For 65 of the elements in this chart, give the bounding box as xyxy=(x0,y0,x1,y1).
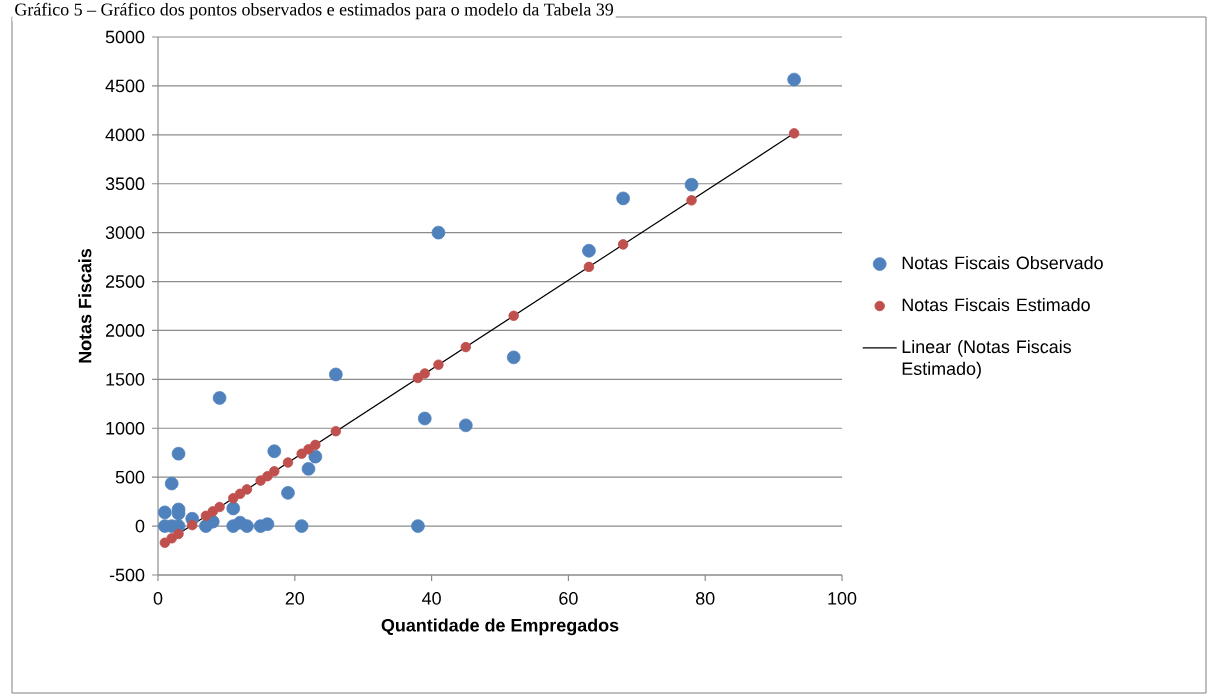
x-tick-label: 100 xyxy=(828,592,857,605)
point xyxy=(158,505,172,520)
point xyxy=(212,391,227,405)
y-tick-label: 3000 xyxy=(105,226,145,239)
point xyxy=(787,72,801,87)
y-tick-label: 2000 xyxy=(105,324,145,337)
point xyxy=(684,177,699,192)
x-tick-label: 60 xyxy=(559,592,578,605)
y-tick-label: 2500 xyxy=(105,275,145,288)
x-tick-label: 80 xyxy=(696,592,715,605)
point xyxy=(686,195,697,206)
point xyxy=(171,446,186,461)
point xyxy=(241,484,253,495)
y-tick-label: 1500 xyxy=(106,373,145,386)
point xyxy=(301,462,316,476)
y-tick-label: 1000 xyxy=(106,421,145,435)
legend-label: Linear (Notas Fiscais Estimado) xyxy=(902,339,1071,379)
y-tick-label: -500 xyxy=(109,568,145,582)
point xyxy=(459,418,473,433)
point xyxy=(506,350,521,365)
y-tick-label: 3500 xyxy=(105,177,145,191)
point xyxy=(187,519,198,531)
point xyxy=(508,310,519,321)
point xyxy=(583,261,595,273)
legend-label: Notas Fiscais Estimado xyxy=(902,298,1090,312)
point xyxy=(269,466,280,477)
point xyxy=(260,517,275,531)
y-axis-title: Notas Fiscais xyxy=(78,248,92,363)
point xyxy=(433,359,444,370)
y-tick-label: 5000 xyxy=(105,30,145,44)
y-tick-label: 4000 xyxy=(105,128,145,142)
point xyxy=(460,341,472,353)
x-tick-label: 0 xyxy=(153,592,163,605)
point xyxy=(281,486,295,500)
point xyxy=(329,367,343,382)
point xyxy=(303,444,314,455)
point xyxy=(294,519,309,533)
y-tick-label: 0 xyxy=(135,519,145,533)
point xyxy=(417,411,432,426)
legend-label: Notas Fiscais Observado xyxy=(902,256,1103,270)
x-tick-label: 40 xyxy=(422,592,441,605)
point xyxy=(617,239,629,250)
x-tick-label: 20 xyxy=(285,592,305,605)
point xyxy=(310,439,321,451)
point xyxy=(788,128,800,139)
point xyxy=(234,488,246,500)
x-axis-title: Quantidade de Empregados xyxy=(381,618,619,636)
y-tick-label: 4500 xyxy=(105,79,145,93)
point xyxy=(411,519,425,533)
point xyxy=(262,471,273,482)
point xyxy=(431,225,446,240)
y-tick-label: 500 xyxy=(115,470,145,484)
point xyxy=(214,501,225,513)
point xyxy=(419,368,430,379)
point xyxy=(282,457,294,468)
point xyxy=(173,528,184,540)
point xyxy=(267,444,282,459)
point xyxy=(616,191,630,206)
point xyxy=(330,426,342,437)
point xyxy=(226,501,241,516)
point xyxy=(582,243,596,258)
point xyxy=(164,476,179,491)
point xyxy=(308,449,323,464)
point xyxy=(240,519,254,533)
chart-title: Gráfico 5 – Gráfico dos pontos observados e estimados para o modelo da Tabela 39 xyxy=(15,2,614,20)
